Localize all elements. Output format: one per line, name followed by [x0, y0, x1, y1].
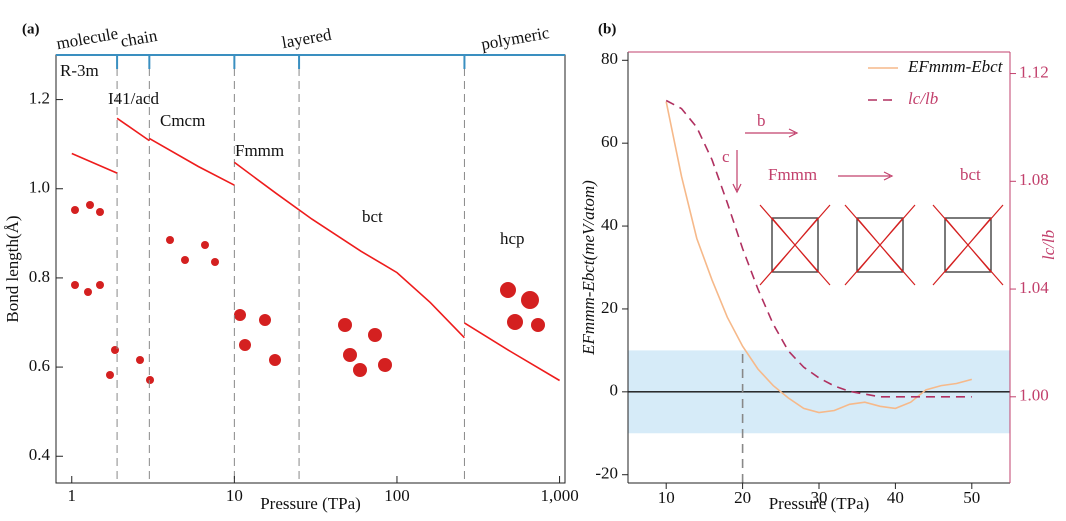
- y-tick-label: 0.4: [29, 445, 51, 464]
- y-tick-label: 1.0: [29, 178, 50, 197]
- y-tick-label: 1.2: [29, 88, 50, 107]
- structure-illustration: [71, 201, 545, 384]
- y-tick-label: 80: [601, 49, 618, 68]
- annotation: b: [757, 111, 766, 130]
- region-label: polymeric: [480, 23, 552, 54]
- y-tick-label: 0: [610, 381, 619, 400]
- phase-label: I41/acd: [108, 89, 159, 108]
- phase-label: hcp: [500, 229, 525, 248]
- annotation: Fmmm: [768, 165, 817, 184]
- phase-label: bct: [362, 207, 383, 226]
- y2-tick-label: 1.00: [1019, 386, 1049, 405]
- phase-label: R-3m: [60, 61, 99, 80]
- legend-label: lc/lb: [908, 89, 938, 108]
- y-axis-label: Bond length(Å): [3, 215, 22, 322]
- x-tick-label: 20: [734, 488, 751, 507]
- phase-label: Cmcm: [160, 111, 205, 130]
- x-tick-label: 1: [68, 486, 77, 505]
- region-label: molecule: [55, 24, 120, 54]
- y-tick-label: 40: [601, 215, 618, 234]
- data-line: [71, 117, 561, 382]
- region-label: chain: [119, 26, 159, 51]
- plot-frame: [55, 54, 566, 484]
- x-tick-label: 30: [811, 488, 828, 507]
- y2-tick-label: 1.08: [1019, 170, 1049, 189]
- y2-tick-label: 1.04: [1019, 278, 1049, 297]
- x-axis-label: Pressure (TPa): [769, 494, 870, 513]
- y-tick-label: 60: [601, 132, 618, 151]
- x-tick-label: 1,000: [540, 486, 578, 505]
- x-tick-label: 50: [963, 488, 980, 507]
- y-tick-label: -20: [595, 464, 618, 483]
- lattice-illustration: [732, 128, 1004, 286]
- panel-label: (b): [598, 21, 616, 37]
- y2-tick-label: 1.12: [1019, 62, 1049, 81]
- y-tick-label: 20: [601, 298, 618, 317]
- x-axis-label: Pressure (TPa): [260, 494, 361, 513]
- data-line: [665, 99, 972, 398]
- legend-label: EFmmm-Ebct: [907, 57, 1004, 76]
- x-tick-label: 100: [384, 486, 410, 505]
- y-tick-label: 0.6: [29, 356, 50, 375]
- data-line: [665, 101, 973, 414]
- phase-label: Fmmm: [235, 141, 284, 160]
- y-tick-label: 0.8: [29, 267, 50, 286]
- annotation: c: [722, 147, 730, 166]
- panel-label: (a): [22, 21, 40, 37]
- y2-axis-label: lc/lb: [1039, 230, 1058, 260]
- x-tick-label: 10: [658, 488, 675, 507]
- annotation: bct: [960, 165, 981, 184]
- x-tick-label: 10: [226, 486, 243, 505]
- region-label: layered: [280, 25, 333, 52]
- x-tick-label: 40: [887, 488, 904, 507]
- y-axis-label: EFmmm-Ebct(meV/atom): [579, 180, 598, 356]
